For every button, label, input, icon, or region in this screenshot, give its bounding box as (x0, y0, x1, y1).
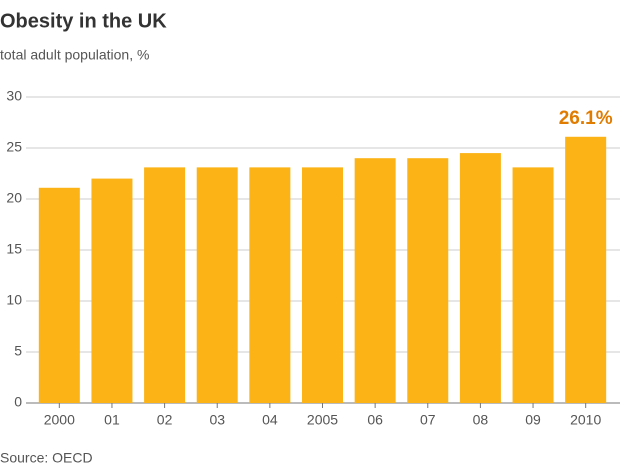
bar (565, 136, 607, 403)
bar (91, 178, 133, 403)
x-tick-label: 01 (104, 412, 120, 428)
bar (512, 167, 554, 403)
y-tick-label: 10 (6, 292, 22, 308)
x-tick-label: 09 (525, 412, 541, 428)
chart-subtitle: total adult population, % (0, 47, 149, 63)
y-tick-label: 30 (6, 88, 22, 104)
y-tick-label: 20 (6, 190, 22, 206)
bar (407, 158, 449, 403)
bar (38, 187, 80, 403)
bar (249, 167, 291, 403)
x-tick-label: 06 (367, 412, 383, 428)
chart-title: Obesity in the UK (0, 10, 167, 32)
x-tick-label: 02 (157, 412, 173, 428)
y-tick-label: 5 (14, 343, 22, 359)
x-tick-label: 2000 (44, 412, 75, 428)
x-tick-label: 07 (420, 412, 436, 428)
bar (196, 167, 238, 403)
x-tick-label: 04 (262, 412, 278, 428)
y-tick-label: 25 (6, 139, 22, 155)
bar (302, 167, 343, 403)
source: Source: OECD (0, 450, 93, 466)
x-tick-label: 2005 (307, 412, 338, 428)
x-tick-label: 03 (209, 412, 225, 428)
x-tick-label: 2010 (570, 412, 601, 428)
x-tick-label: 08 (473, 412, 489, 428)
value-label: 26.1% (559, 108, 613, 129)
y-tick-label: 15 (6, 241, 22, 257)
bar (144, 167, 186, 403)
y-tick-label: 0 (14, 394, 22, 410)
bar (459, 153, 501, 403)
bar (354, 158, 396, 403)
